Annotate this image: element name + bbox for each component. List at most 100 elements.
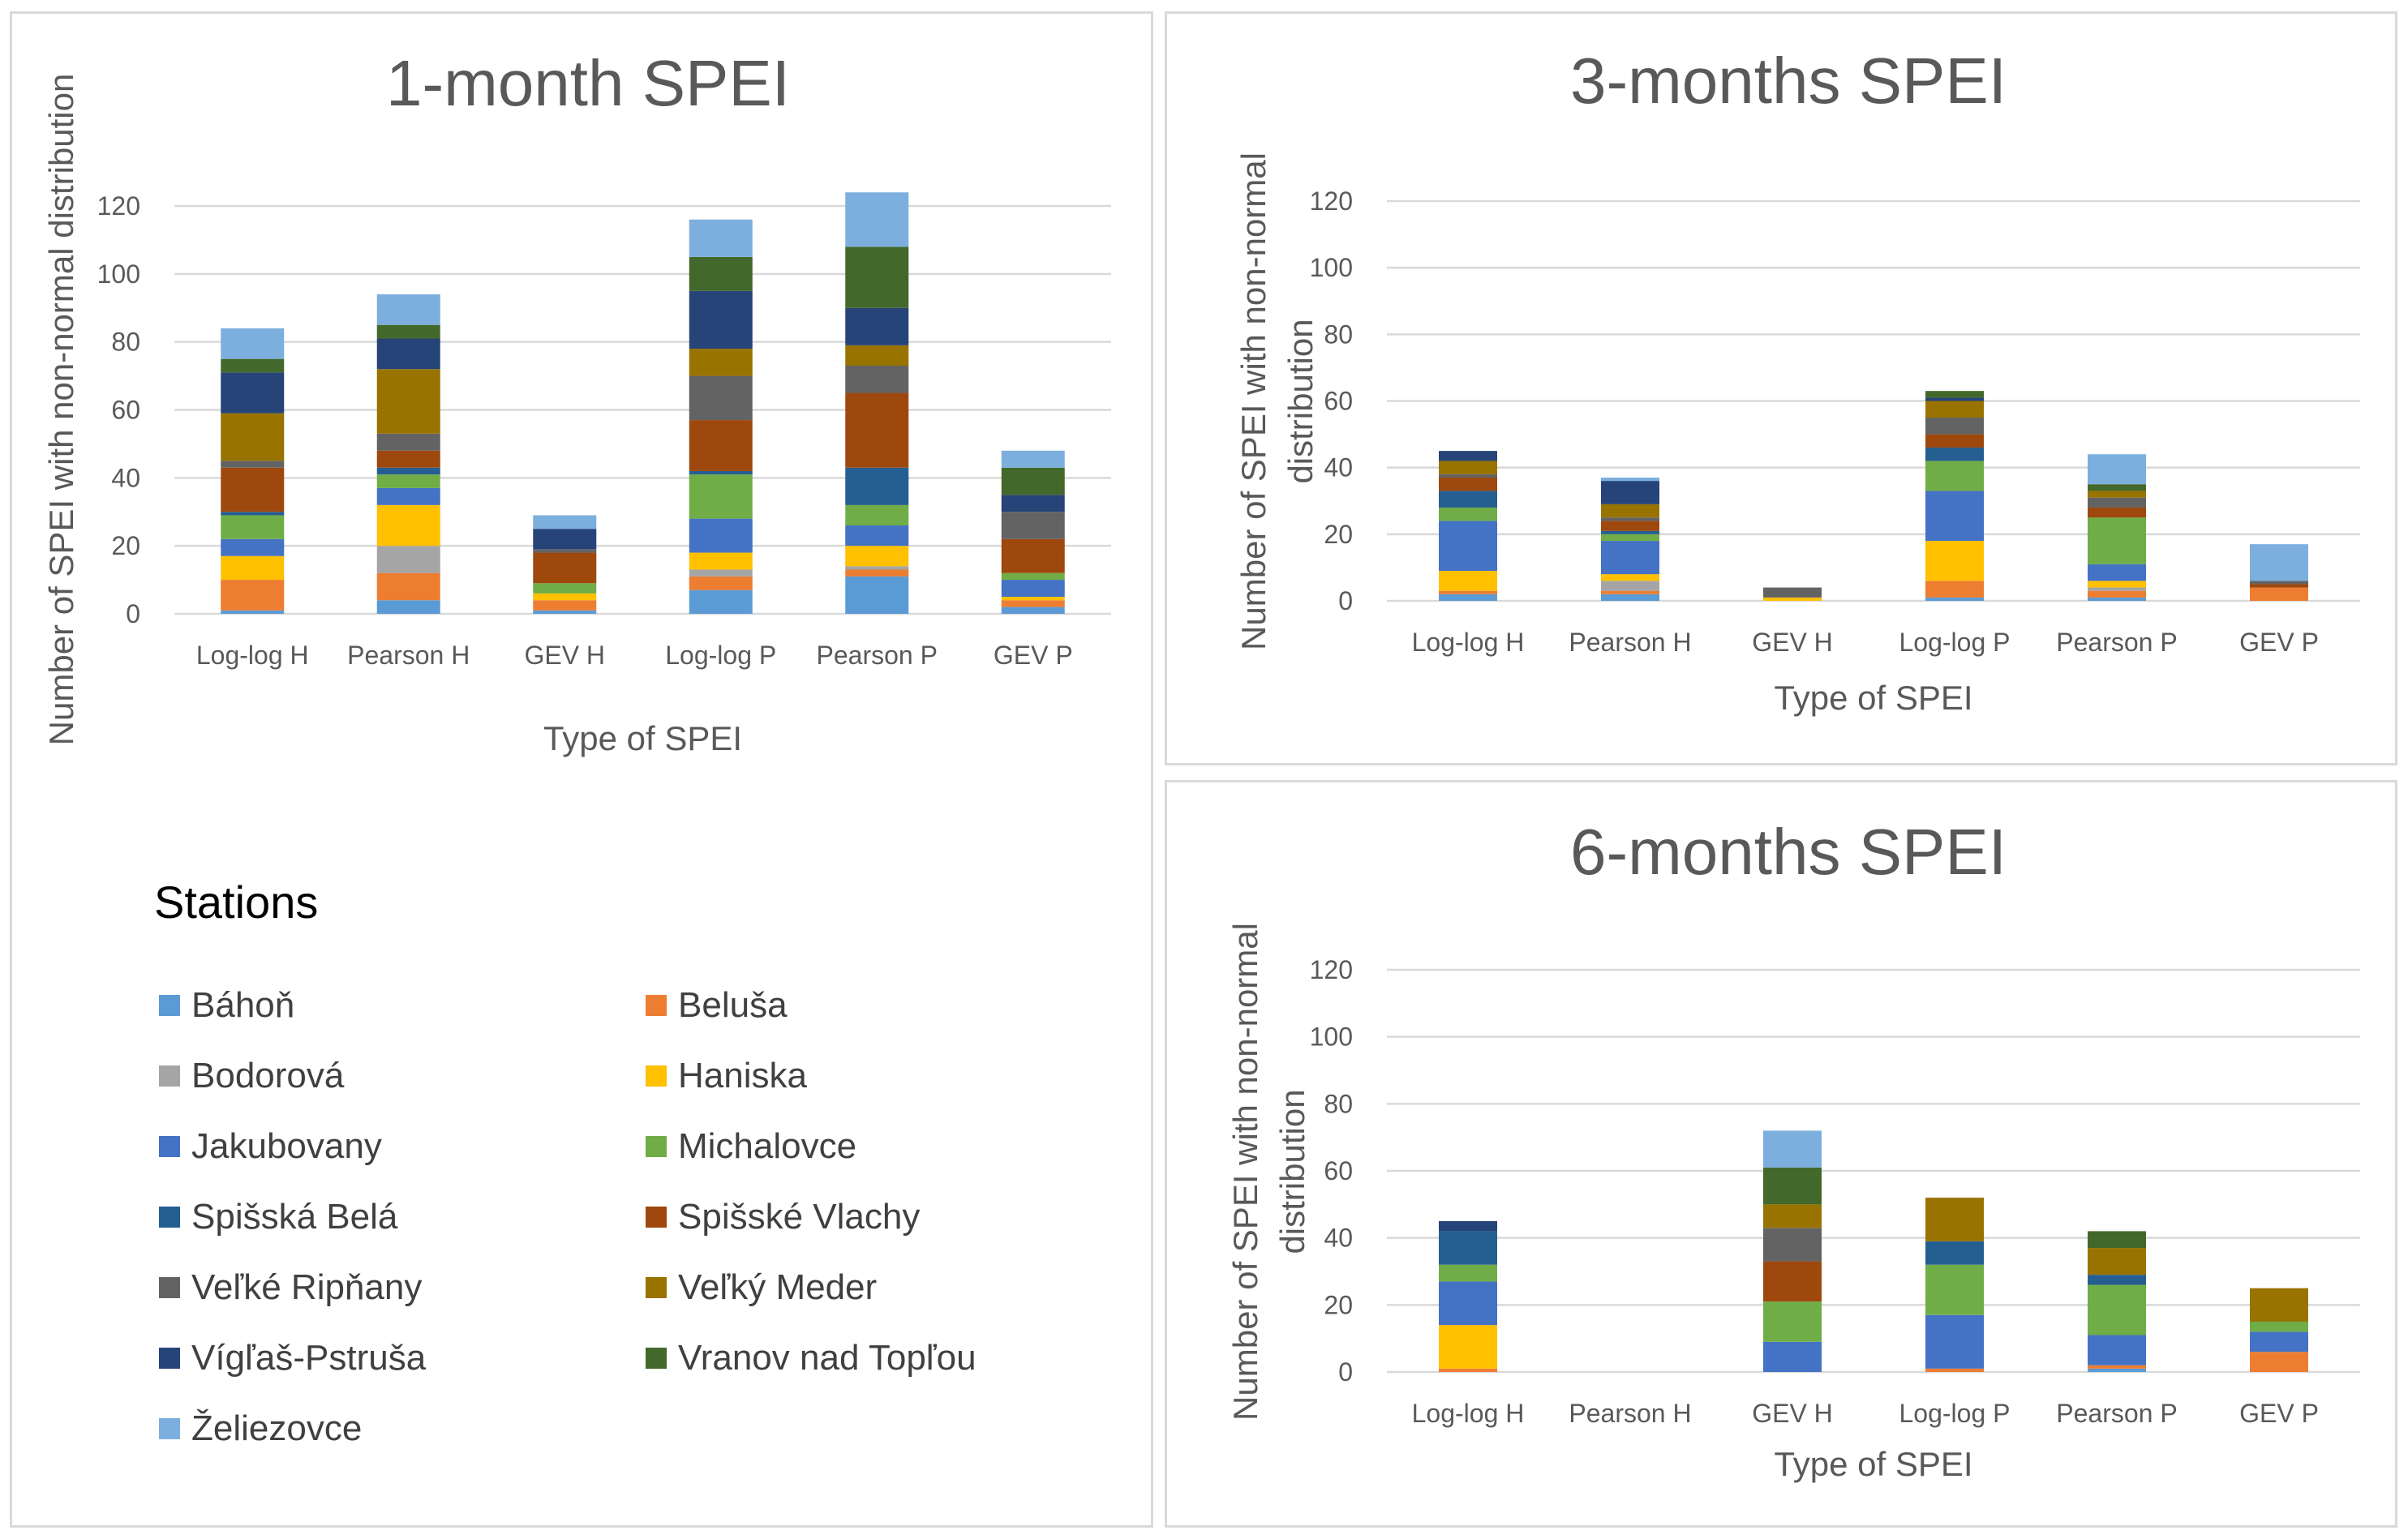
legend-label: Bodorová [191, 1056, 345, 1095]
legend-label: Veľké Ripňany [191, 1267, 423, 1307]
chart1-bar-log-log-p-vranov-nad-toplou [689, 256, 753, 291]
legend-item-zeliezovce: Želiezovce [159, 1408, 362, 1449]
legend-swatch [646, 1348, 667, 1369]
chart3-y-tick-label: 0 [1338, 1357, 1353, 1387]
chart1-bar-gev-p-bahon [1001, 607, 1065, 614]
chart1-bar-log-log-h-bahon [221, 610, 285, 614]
chart1-bar-gev-p-belusa [1001, 600, 1065, 607]
chart3-bar-log-log-h-belusa [1439, 1368, 1497, 1372]
chart2-y-tick-label: 100 [1310, 253, 1353, 282]
chart2-y-tick-label: 20 [1324, 520, 1353, 549]
chart1-bar-gev-p-jakubovany [1001, 580, 1065, 598]
chart2-bar-log-log-p-belusa [1925, 581, 1984, 598]
chart3-x-tick-label: Pearson P [2056, 1399, 2177, 1428]
chart2-bar-pearson-h-spisska-bela [1601, 530, 1659, 534]
legend-item-spisska-bela: Spišská Belá [159, 1197, 397, 1237]
chart3-bar-log-log-p-velky-meder [1925, 1198, 1984, 1241]
chart2-bar-log-log-h-haniska [1439, 571, 1497, 591]
chart1-bar-gev-p-viglas-pstrusa [1001, 495, 1065, 512]
legend-swatch [646, 995, 667, 1016]
chart3-y-tick-label: 40 [1324, 1224, 1353, 1253]
chart1-bar-gev-h-zeliezovce [533, 515, 597, 529]
chart2-bar-gev-p-zeliezovce [2250, 544, 2308, 581]
chart1-y-tick-label: 80 [111, 328, 140, 357]
chart1-x-tick-label: Pearson P [817, 641, 938, 670]
panel-1-month [10, 11, 1153, 1528]
chart2-bar-log-log-h-velky-meder [1439, 461, 1497, 474]
chart3-bar-gev-p-jakubovany [2250, 1331, 2308, 1353]
chart1-bar-pearson-h-jakubovany [376, 487, 440, 505]
chart1-bar-log-log-h-zeliezovce [221, 328, 285, 359]
chart1-bar-gev-h-spisske-vlachy [533, 552, 597, 584]
chart1-bar-gev-h-haniska [533, 593, 597, 601]
chart1-x-tick-label: GEV H [524, 641, 605, 670]
chart2-y-tick-label: 0 [1338, 586, 1353, 615]
chart3-y-axis-label: Number of SPEI with non-normal distributi… [1226, 923, 1311, 1421]
legend-item-bahon: Báhoň [159, 985, 294, 1026]
chart1-bar-log-log-h-vranov-nad-toplou [221, 358, 285, 373]
chart3-x-tick-label: Log-log P [1899, 1399, 2011, 1428]
chart2-bar-log-log-p-bahon [1925, 597, 1984, 601]
legend-item-velky-meder: Veľký Meder [646, 1267, 877, 1308]
chart2-bar-pearson-h-bodorova [1601, 581, 1659, 591]
chart1-x-tick-label: Log-log H [196, 641, 309, 670]
chart3-bar-log-log-h-haniska [1439, 1325, 1497, 1369]
chart2-x-tick-label: Pearson P [2056, 628, 2177, 657]
chart2-bar-pearson-h-zeliezovce [1601, 477, 1659, 482]
chart1-bar-gev-h-michalovce [533, 583, 597, 594]
chart3-bar-log-log-p-michalovce [1925, 1264, 1984, 1315]
legend-swatch [159, 1418, 180, 1439]
chart1-bar-pearson-p-viglas-pstrusa [845, 307, 909, 345]
chart3-bar-pearson-p-vranov-nad-toplou [2088, 1231, 2146, 1249]
chart2-bar-pearson-h-jakubovany [1601, 541, 1659, 575]
chart2-bar-log-log-p-michalovce [1925, 461, 1984, 491]
chart3-bar-gev-h-velke-ripnany [1763, 1228, 1822, 1262]
chart1-bar-pearson-p-belusa [845, 569, 909, 577]
chart2-bar-pearson-p-haniska [2088, 581, 2146, 588]
chart2-title: 3-months SPEI [1570, 45, 2007, 117]
chart2-bar-pearson-p-zeliezovce [2088, 454, 2146, 485]
chart3-bar-gev-h-jakubovany [1763, 1341, 1822, 1372]
chart3-bar-pearson-p-jakubovany [2088, 1335, 2146, 1365]
chart1-bar-pearson-h-viglas-pstrusa [376, 338, 440, 370]
chart2-bar-pearson-h-michalovce [1601, 534, 1659, 542]
legend-label: Beluša [678, 985, 788, 1025]
legend-label: Spišské Vlachy [678, 1197, 921, 1237]
legend-item-vranov-nad-toplou: Vranov nad Topľou [646, 1338, 977, 1378]
chart2-bar-log-log-p-spisske-vlachy [1925, 434, 1984, 448]
chart2-bar-log-log-p-jakubovany [1925, 491, 1984, 542]
chart1-y-tick-label: 40 [111, 463, 140, 492]
legend-item-velke-ripnany: Veľké Ripňany [159, 1267, 422, 1308]
chart2-bar-pearson-p-jakubovany [2088, 564, 2146, 581]
chart2-bar-pearson-p-velky-meder [2088, 491, 2146, 498]
legend-item-viglas-pstrusa: Vígľaš-Pstruša [159, 1338, 426, 1378]
chart1-bar-log-log-h-spisska-bela [221, 512, 285, 516]
chart2-bar-log-log-h-viglas-pstrusa [1439, 451, 1497, 461]
chart1-bar-pearson-h-haniska [376, 504, 440, 547]
chart1-bar-pearson-h-bodorova [376, 546, 440, 573]
chart1-bar-pearson-p-velke-ripnany [845, 366, 909, 393]
chart1-bar-log-log-p-viglas-pstrusa [689, 290, 753, 349]
chart1-bar-log-log-h-michalovce [221, 515, 285, 539]
chart2-y-tick-label: 120 [1310, 186, 1353, 216]
chart1-bar-log-log-p-velky-meder [689, 349, 753, 376]
chart2-bar-pearson-h-spisske-vlachy [1601, 521, 1659, 531]
legend-item-michalovce: Michalovce [646, 1126, 856, 1167]
chart2-bar-pearson-p-michalovce [2088, 517, 2146, 564]
chart2-bar-pearson-p-vranov-nad-toplou [2088, 484, 2146, 491]
chart2-bar-log-log-h-belusa [1439, 590, 1497, 594]
chart1-bar-pearson-p-bahon [845, 576, 909, 614]
chart2-bar-pearson-h-velke-ripnany [1601, 517, 1659, 521]
chart3-bar-gev-p-velky-meder [2250, 1288, 2308, 1322]
chart1-bar-log-log-p-bodorova [689, 569, 753, 577]
chart1-bar-pearson-h-vranov-nad-toplou [376, 324, 440, 339]
chart3-bar-log-log-p-spisska-bela [1925, 1241, 1984, 1265]
chart3-bar-log-log-h-viglas-pstrusa [1439, 1221, 1497, 1232]
chart1-y-tick-label: 20 [111, 531, 140, 560]
chart3-x-tick-label: Log-log H [1412, 1399, 1525, 1428]
legend-item-spisske-vlachy: Spišské Vlachy [646, 1197, 920, 1237]
chart1-y-tick-label: 100 [97, 259, 140, 289]
chart2-bar-pearson-h-bahon [1601, 594, 1659, 601]
chart2-x-tick-label: GEV P [2239, 628, 2319, 657]
chart3-bar-log-log-p-jakubovany [1925, 1314, 1984, 1369]
